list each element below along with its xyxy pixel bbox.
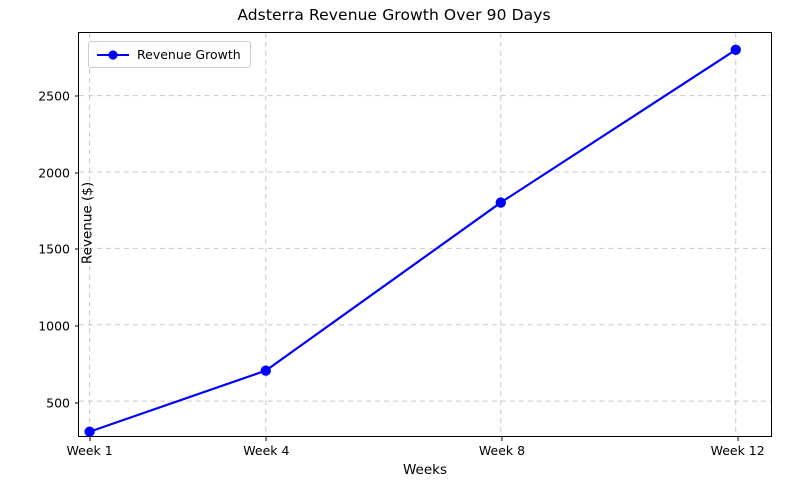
data-point-marker <box>730 44 741 55</box>
x-tick-mark <box>265 436 267 441</box>
data-point-marker <box>260 365 271 376</box>
x-tick-label: Week 4 <box>243 443 290 458</box>
x-tick-mark <box>737 436 739 441</box>
chart-title: Adsterra Revenue Growth Over 90 Days <box>237 6 551 24</box>
y-tick-label: 2000 <box>38 165 70 181</box>
legend-line-marker-icon <box>97 49 129 60</box>
y-tick-mark <box>74 248 79 250</box>
chart-legend: Revenue Growth <box>88 41 251 68</box>
x-tick-mark <box>501 436 503 441</box>
y-tick-label: 500 <box>46 395 70 411</box>
y-tick-mark <box>74 402 79 404</box>
y-tick-label: 1000 <box>38 318 70 334</box>
y-tick-mark <box>74 172 79 174</box>
x-axis-label: Weeks <box>402 462 448 478</box>
y-tick-mark <box>74 325 79 327</box>
x-tick-mark <box>89 436 91 441</box>
x-tick-label: Week 8 <box>478 443 526 458</box>
y-tick-label: 1500 <box>38 241 70 257</box>
series-revenue-growth <box>84 44 741 437</box>
y-tick-mark <box>74 95 79 97</box>
x-tick-label: Week 1 <box>66 443 113 458</box>
x-tick-label: Week 12 <box>710 443 765 458</box>
data-point-marker <box>84 426 95 437</box>
y-tick-label: 2500 <box>38 88 70 104</box>
legend-label: Revenue Growth <box>137 47 241 62</box>
data-point-marker <box>495 197 506 208</box>
plot-area: Revenue ($) Weeks Revenue Growth 500 1000… <box>38 32 772 478</box>
